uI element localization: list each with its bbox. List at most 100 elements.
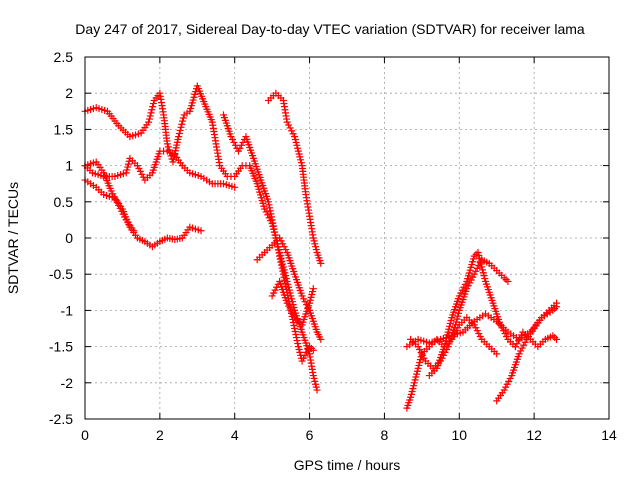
data-point bbox=[177, 123, 185, 131]
data-point bbox=[282, 282, 290, 290]
data-point bbox=[292, 334, 300, 342]
data-point bbox=[504, 277, 512, 285]
data-point bbox=[553, 299, 561, 307]
y-tick-label: 1.5 bbox=[54, 121, 74, 137]
x-axis-label: GPS time / hours bbox=[294, 457, 401, 473]
data-point bbox=[179, 114, 187, 122]
data-point bbox=[178, 120, 186, 128]
series-track-g bbox=[264, 89, 325, 267]
data-point bbox=[265, 201, 273, 209]
series-track-e bbox=[219, 111, 317, 365]
data-point bbox=[269, 222, 277, 230]
data-point bbox=[163, 140, 171, 148]
data-point bbox=[493, 350, 501, 358]
data-point bbox=[231, 183, 239, 191]
x-tick-label: 8 bbox=[381, 427, 389, 443]
data-point bbox=[264, 198, 272, 206]
data-point bbox=[276, 255, 284, 263]
y-tick-label: 2 bbox=[65, 85, 73, 101]
data-point bbox=[290, 321, 298, 329]
y-tick-labels: -2.5 -2 -1.5 -1 -0.5 0 0.5 1 1.5 2 2.5 bbox=[49, 49, 73, 427]
data-point bbox=[317, 259, 325, 267]
series-track-h bbox=[268, 277, 317, 329]
y-tick-label: -2 bbox=[61, 375, 74, 391]
data-point bbox=[176, 126, 184, 134]
data-point bbox=[179, 117, 187, 125]
data-point bbox=[276, 252, 284, 260]
data-point bbox=[268, 213, 276, 221]
x-tick-label: 12 bbox=[526, 427, 542, 443]
data-point bbox=[148, 106, 156, 114]
x-tick-label: 4 bbox=[231, 427, 239, 443]
data-point bbox=[280, 273, 288, 281]
data-point bbox=[266, 204, 274, 212]
data-point bbox=[269, 219, 277, 227]
data-point bbox=[291, 328, 299, 336]
data-point bbox=[292, 331, 300, 339]
data-point bbox=[271, 231, 279, 239]
data-point bbox=[164, 143, 172, 151]
data-point bbox=[146, 112, 154, 120]
data-point bbox=[271, 228, 279, 236]
data-point bbox=[281, 279, 289, 287]
series-track-d bbox=[81, 158, 138, 235]
plot-frame bbox=[84, 56, 610, 420]
data-point bbox=[147, 109, 155, 117]
data-point bbox=[268, 216, 276, 224]
series-track-c bbox=[81, 147, 239, 191]
data-point bbox=[267, 210, 275, 218]
series-track-k bbox=[425, 248, 519, 380]
data-point bbox=[277, 258, 285, 266]
y-tick-label: -0.5 bbox=[49, 266, 73, 282]
series-track-n bbox=[511, 328, 561, 351]
data-point bbox=[293, 337, 301, 345]
data-point bbox=[309, 285, 317, 293]
data-point bbox=[274, 246, 282, 254]
data-point bbox=[313, 386, 321, 394]
x-tick-labels: 0 2 4 6 8 10 12 14 bbox=[81, 427, 617, 443]
data-point bbox=[270, 225, 278, 233]
y-tick-label: 1 bbox=[65, 158, 73, 174]
data-point bbox=[175, 130, 183, 138]
grid bbox=[85, 57, 609, 419]
data-point bbox=[553, 335, 561, 343]
y-tick-label: -1.5 bbox=[49, 339, 73, 355]
y-tick-label: -2.5 bbox=[49, 411, 73, 427]
data-point bbox=[317, 335, 325, 343]
data-point bbox=[289, 318, 297, 326]
data-point bbox=[149, 103, 157, 111]
data-point bbox=[294, 340, 302, 348]
data-point bbox=[145, 118, 153, 126]
y-tick-label: 2.5 bbox=[54, 49, 74, 65]
data-point bbox=[175, 133, 183, 141]
series-track-f bbox=[253, 234, 325, 343]
data-point bbox=[149, 100, 157, 108]
data-point bbox=[291, 325, 299, 332]
x-tick-label: 6 bbox=[306, 427, 314, 443]
x-tick-label: 2 bbox=[156, 427, 164, 443]
data-points bbox=[81, 82, 561, 412]
data-point bbox=[278, 264, 286, 272]
data-point bbox=[197, 227, 205, 235]
data-point bbox=[279, 270, 287, 278]
data-point bbox=[278, 261, 285, 269]
y-tick-label: 0.5 bbox=[54, 194, 74, 210]
y-tick-label: 0 bbox=[65, 230, 73, 246]
chart-title: Day 247 of 2017, Sidereal Day-to-day VTE… bbox=[75, 21, 585, 37]
x-tick-label: 10 bbox=[451, 427, 467, 443]
x-tick-label: 14 bbox=[601, 427, 617, 443]
data-point bbox=[275, 249, 283, 257]
y-axis-label: SDTVAR / TECUs bbox=[5, 182, 21, 294]
data-point bbox=[287, 306, 295, 314]
y-tick-label: -1 bbox=[61, 302, 74, 318]
x-tick-label: 0 bbox=[81, 427, 89, 443]
data-point bbox=[281, 276, 289, 284]
data-point bbox=[266, 207, 274, 215]
data-point bbox=[130, 227, 138, 235]
data-point bbox=[145, 115, 153, 123]
data-point bbox=[309, 346, 317, 354]
data-point bbox=[279, 267, 287, 275]
data-point bbox=[274, 243, 282, 251]
